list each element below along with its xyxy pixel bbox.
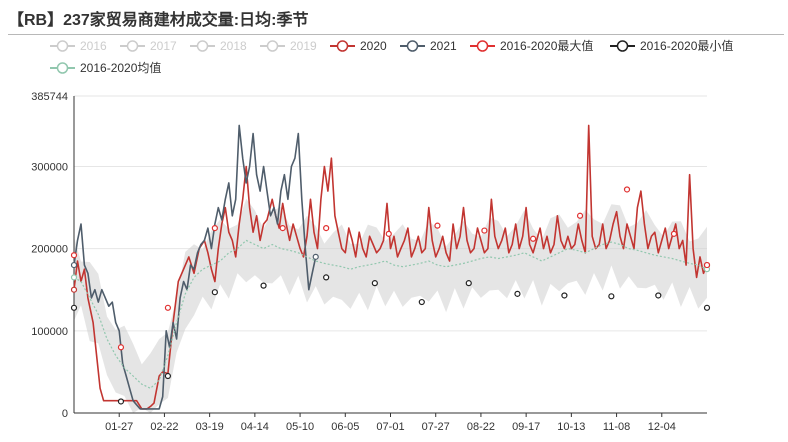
min-marker xyxy=(655,292,662,299)
max-marker xyxy=(211,224,218,232)
y-tick-label: 385744 xyxy=(31,91,68,103)
legend-line-circle-icon xyxy=(330,40,355,52)
x-tick-label: 06-05 xyxy=(331,421,359,433)
legend-item-min[interactable]: 2016-2020最小值 xyxy=(610,38,733,54)
x-tick-label: 05-10 xyxy=(286,421,314,433)
x-tick-label: 02-22 xyxy=(150,421,178,433)
max-marker xyxy=(703,261,711,269)
min-marker xyxy=(418,298,425,306)
legend-item-max[interactable]: 2016-2020最大值 xyxy=(470,38,593,54)
legend-label: 2017 xyxy=(150,39,177,53)
marker-layer xyxy=(70,186,711,405)
chart-title: 【RB】237家贸易商建材成交量:日均:季节 xyxy=(8,12,309,29)
x-tick-label: 11-08 xyxy=(603,421,630,433)
max-marker xyxy=(623,186,631,193)
x-tick-label: 08-22 xyxy=(467,421,495,433)
max-marker xyxy=(385,230,392,237)
min-marker xyxy=(211,289,218,296)
min-marker xyxy=(465,280,472,287)
min-marker xyxy=(70,304,78,311)
series-line-2021 xyxy=(73,124,317,410)
min-marker xyxy=(608,293,615,300)
y-tick-label: 300000 xyxy=(31,161,68,173)
x-tick-label: 04-14 xyxy=(241,421,269,433)
min-max-band-layer xyxy=(74,198,707,413)
max-marker xyxy=(481,227,488,234)
legend-line-circle-icon xyxy=(400,40,425,52)
series-endpoint-marker xyxy=(70,286,78,293)
legend-line-circle-icon xyxy=(120,40,145,52)
x-tick-label: 10-13 xyxy=(557,421,585,433)
min-marker xyxy=(514,290,521,297)
x-tick-label: 07-27 xyxy=(422,421,450,433)
series-line-2020 xyxy=(73,124,708,410)
legend-label: 2016 xyxy=(80,39,107,53)
legend-label: 2020 xyxy=(360,39,387,53)
legend-item-2019[interactable]: 2019 xyxy=(260,38,317,54)
title-divider xyxy=(8,34,784,35)
legend-line-circle-icon xyxy=(470,40,495,52)
series-endpoint-marker xyxy=(312,253,319,260)
x-tick-label: 03-19 xyxy=(196,421,224,433)
x-tick-label: 09-17 xyxy=(512,421,540,433)
min-marker xyxy=(117,398,125,405)
max-marker xyxy=(529,235,537,242)
max-marker xyxy=(323,224,330,232)
legend-line-circle-icon xyxy=(610,40,635,52)
max-marker xyxy=(576,212,584,219)
y-tick-label: 0 xyxy=(62,408,68,420)
legend-label: 2021 xyxy=(430,39,457,53)
y-tick-label: 200000 xyxy=(31,244,68,256)
series-endpoint-marker xyxy=(70,261,78,269)
max-marker xyxy=(70,252,78,259)
legend-item-2021[interactable]: 2021 xyxy=(400,38,457,54)
max-marker xyxy=(117,344,125,351)
legend-item-2017[interactable]: 2017 xyxy=(120,38,177,54)
legend-item-mean[interactable]: 2016-2020均值 xyxy=(50,60,161,76)
min-marker xyxy=(371,280,378,287)
max-marker xyxy=(164,304,172,311)
x-tick-label: 07-01 xyxy=(376,421,404,433)
series-line-2016-2020均值 xyxy=(73,239,708,389)
min-marker xyxy=(323,274,330,281)
x-tick-label: 12-04 xyxy=(648,421,676,433)
legend-label: 2016-2020最小值 xyxy=(640,39,734,53)
max-marker xyxy=(670,230,678,237)
min-marker xyxy=(164,372,172,380)
min-max-band xyxy=(74,198,707,413)
x-tick-label: 01-27 xyxy=(105,421,133,433)
min-marker xyxy=(703,304,711,311)
legend-label: 2016-2020最大值 xyxy=(500,39,594,53)
series-layer xyxy=(73,124,708,410)
min-marker xyxy=(260,282,267,289)
legend-item-2018[interactable]: 2018 xyxy=(190,38,247,54)
legend-label: 2016-2020均值 xyxy=(80,61,162,75)
max-marker xyxy=(279,224,286,232)
legend-label: 2019 xyxy=(290,39,317,53)
legend-label: 2018 xyxy=(220,39,247,53)
legend-line-circle-icon xyxy=(260,40,285,52)
legend-item-2020[interactable]: 2020 xyxy=(330,38,387,54)
axis-layer: 0 100000 200000 300000 385744 01-27 02-22 03-19… xyxy=(31,91,707,433)
series-endpoint-marker xyxy=(70,274,78,281)
legend-line-circle-icon xyxy=(190,40,215,52)
min-marker xyxy=(561,292,568,299)
legend-line-circle-icon xyxy=(50,40,75,52)
legend-line-circle-icon xyxy=(50,62,75,74)
y-tick-label: 100000 xyxy=(31,326,68,338)
max-marker xyxy=(434,222,441,229)
legend-item-2016[interactable]: 2016 xyxy=(50,38,107,54)
